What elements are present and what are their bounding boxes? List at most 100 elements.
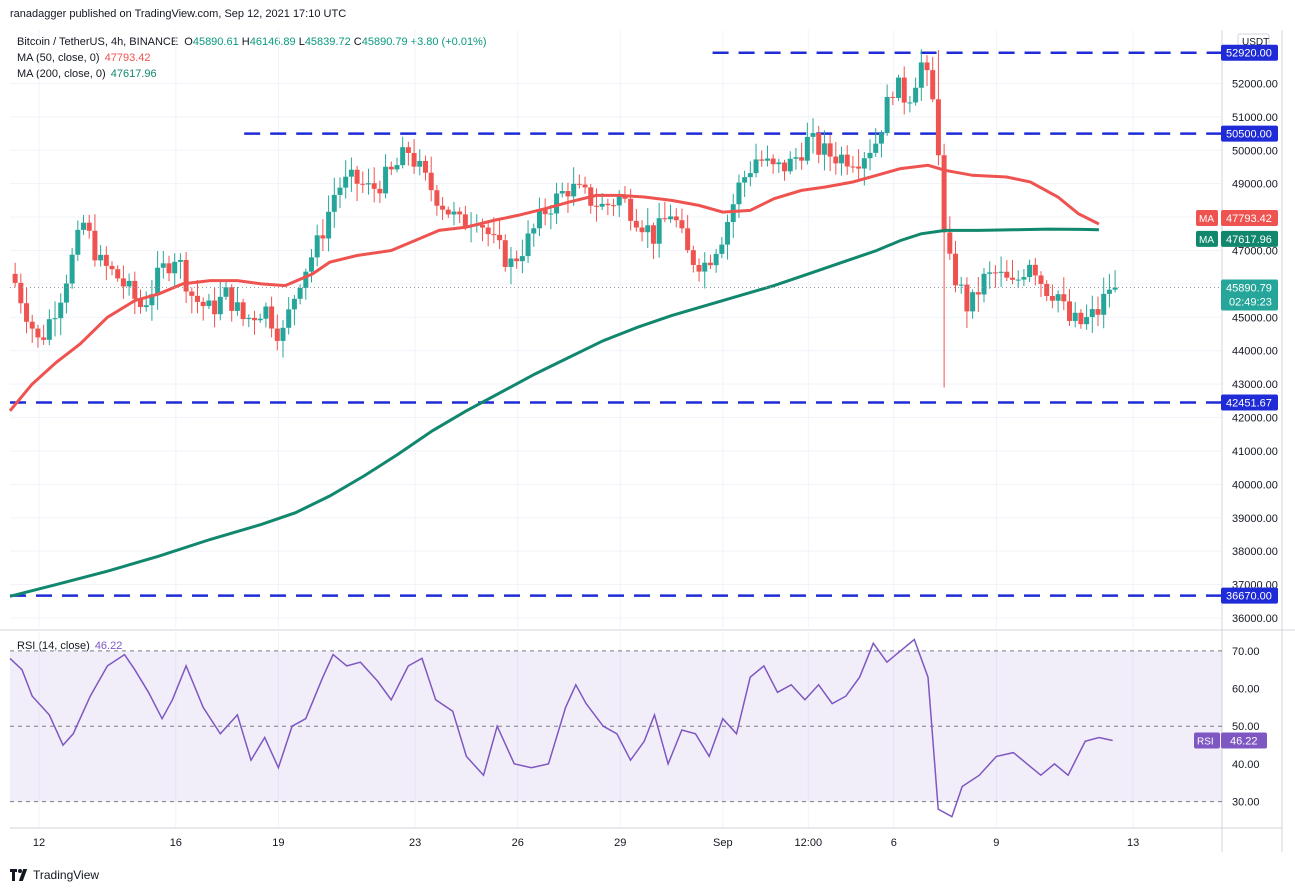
price-tick-label: 44000.00 bbox=[1232, 346, 1278, 358]
candle-body bbox=[531, 228, 537, 234]
candle-body bbox=[1055, 294, 1061, 301]
candle-body bbox=[394, 165, 400, 170]
time-tick-label: 13 bbox=[1127, 837, 1139, 849]
candle-body bbox=[1078, 312, 1084, 325]
tradingview-logo-icon bbox=[10, 869, 28, 881]
candle-body bbox=[964, 284, 970, 312]
candle-body bbox=[759, 159, 765, 161]
time-tick-label: 23 bbox=[409, 837, 421, 849]
level-badge-label: 36670.00 bbox=[1226, 591, 1272, 603]
candle-body bbox=[280, 327, 286, 341]
rsi-band-fill bbox=[10, 650, 1222, 802]
time-tick-label: 6 bbox=[891, 837, 897, 849]
ma-name-label: MA bbox=[1199, 214, 1214, 225]
level-badge-label: 50500.00 bbox=[1226, 129, 1272, 141]
ma-name-label: MA bbox=[1199, 235, 1214, 246]
candles-group bbox=[12, 49, 1118, 388]
candle-body bbox=[92, 230, 98, 261]
candle-body bbox=[428, 172, 434, 191]
candle-body bbox=[160, 263, 166, 268]
candle-body bbox=[696, 264, 702, 272]
candle-body bbox=[1089, 309, 1095, 318]
candle-body bbox=[1084, 317, 1090, 325]
rsi-tick-label: 70.00 bbox=[1232, 646, 1260, 658]
ma50-line bbox=[8, 163, 1100, 412]
candle-body bbox=[816, 133, 822, 155]
price-tick-label: 51000.00 bbox=[1232, 112, 1278, 124]
candle-body bbox=[987, 272, 993, 274]
candle-body bbox=[821, 143, 827, 155]
level-badge bbox=[1221, 44, 1278, 61]
last-price-badge bbox=[1221, 279, 1278, 311]
candle-body bbox=[679, 220, 685, 229]
candle-body bbox=[1072, 312, 1078, 321]
symbol-ohlc-legend: Bitcoin / TetherUS, 4h, BINANCE O45890.6… bbox=[17, 36, 487, 48]
rsi-label: RSI (14, close) bbox=[17, 640, 90, 652]
candle-body bbox=[787, 158, 793, 172]
candle-body bbox=[348, 169, 354, 177]
candle-body bbox=[673, 216, 679, 221]
candle-body bbox=[166, 263, 172, 274]
candle-body bbox=[274, 328, 280, 341]
rsi-tick-label: 40.00 bbox=[1232, 759, 1260, 771]
bar-countdown-label: 02:49:23 bbox=[1229, 297, 1272, 309]
price-tick-label: 39000.00 bbox=[1232, 513, 1278, 525]
candle-body bbox=[707, 262, 713, 266]
rsi-legend[interactable]: RSI (14, close) 46.22 bbox=[17, 640, 122, 652]
candle-body bbox=[1049, 296, 1055, 301]
level-badge-label: 42451.67 bbox=[1226, 397, 1272, 409]
candle-body bbox=[314, 235, 320, 258]
rsi-value-label: 46.22 bbox=[1230, 735, 1258, 747]
candle-body bbox=[1044, 283, 1050, 297]
candle-body bbox=[747, 173, 753, 178]
candle-body bbox=[947, 232, 953, 254]
price-tick-label: 38000.00 bbox=[1232, 546, 1278, 558]
candle-body bbox=[434, 190, 440, 206]
candle-body bbox=[422, 160, 428, 173]
candle-body bbox=[462, 214, 468, 227]
candle-body bbox=[867, 152, 873, 159]
candle-body bbox=[457, 211, 463, 215]
candle-body bbox=[833, 156, 839, 164]
candle-body bbox=[793, 157, 799, 159]
candle-body bbox=[411, 153, 417, 167]
candle-body bbox=[1015, 279, 1021, 281]
candle-body bbox=[132, 280, 138, 299]
candle-body bbox=[764, 158, 770, 161]
candle-body bbox=[29, 321, 35, 329]
rsi-tick-label: 60.00 bbox=[1232, 684, 1260, 696]
candle-body bbox=[736, 182, 742, 205]
candle-body bbox=[844, 154, 850, 167]
time-tick-label: 9 bbox=[993, 837, 999, 849]
rsi-line bbox=[9, 638, 1113, 818]
candle-body bbox=[668, 216, 674, 220]
candle-body bbox=[86, 222, 92, 231]
candle-body bbox=[685, 228, 691, 251]
time-tick-label: Sep bbox=[713, 837, 733, 849]
time-tick-label: 12:00 bbox=[795, 837, 823, 849]
candle-body bbox=[810, 133, 816, 137]
candle-body bbox=[12, 273, 18, 283]
candle-body bbox=[981, 273, 987, 295]
last-price-label: 45890.79 bbox=[1226, 283, 1272, 295]
time-tick-label: 12 bbox=[33, 837, 45, 849]
ma-value-label: 47617.96 bbox=[1226, 234, 1272, 246]
ma200-value: 47617.96 bbox=[110, 68, 157, 80]
candle-body bbox=[479, 224, 485, 228]
candle-body bbox=[953, 253, 959, 286]
candle-body bbox=[873, 143, 879, 153]
candle-body bbox=[365, 183, 371, 185]
candle-body bbox=[103, 254, 109, 266]
high-value: 46146.89 bbox=[249, 36, 296, 48]
candle-body bbox=[856, 166, 862, 169]
ma50-legend[interactable]: MA (50, close, 0) 47793.42 bbox=[17, 52, 151, 64]
symbol-name[interactable]: Bitcoin / TetherUS, 4h, BINANCE bbox=[17, 36, 179, 48]
candle-body bbox=[1004, 271, 1010, 278]
candle-body bbox=[935, 99, 941, 156]
candle-body bbox=[263, 306, 269, 319]
tradingview-footer[interactable]: TradingView bbox=[10, 868, 99, 882]
candle-body bbox=[445, 209, 451, 215]
candle-body bbox=[719, 244, 725, 254]
close-label: C bbox=[353, 36, 362, 48]
